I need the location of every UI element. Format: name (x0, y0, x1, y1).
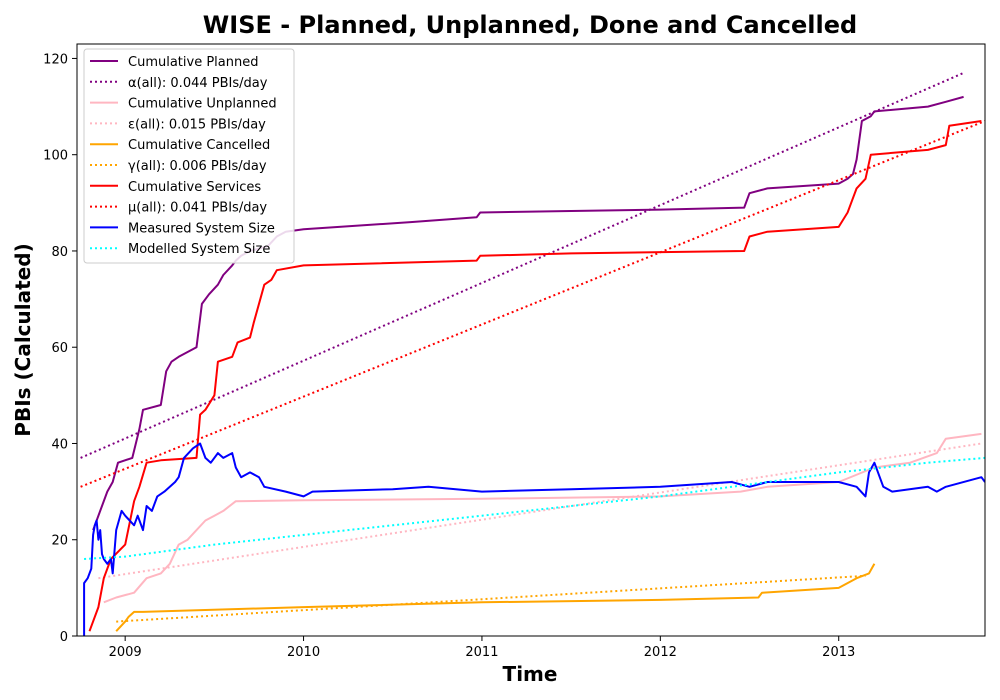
y-tick-label: 0 (60, 630, 68, 645)
legend: Cumulative Planned α(all): 0.044 PBIs/day… (83, 48, 295, 264)
legend-label: α(all): 0.044 PBIs/day (128, 76, 268, 91)
series-line-2 (103, 432, 982, 604)
series-line-1 (80, 71, 964, 459)
x-axis: 2009 2010 2011 2012 2013 (109, 636, 855, 660)
x-tick-label: 2013 (822, 645, 855, 660)
legend-label: Measured System Size (128, 221, 275, 236)
legend-label: Cumulative Cancelled (128, 138, 270, 153)
y-tick-label: 100 (43, 149, 68, 164)
series-line-8 (83, 442, 985, 636)
y-tick-label: 20 (51, 534, 68, 549)
y-tick-label: 120 (43, 52, 68, 67)
legend-label: Cumulative Services (128, 180, 261, 195)
plot-frame (76, 43, 986, 637)
legend-label: ε(all): 0.015 PBIs/day (128, 117, 266, 132)
x-axis-title: Time (503, 662, 558, 686)
y-tick-label: 60 (51, 341, 68, 356)
legend-label: Cumulative Unplanned (128, 97, 277, 112)
series-line-4 (115, 563, 876, 632)
x-tick-label: 2009 (109, 645, 142, 660)
legend-box (83, 48, 295, 264)
series-line-3 (98, 442, 982, 580)
chart-title: WISE - Planned, Unplanned, Done and Canc… (203, 11, 857, 39)
legend-label: Modelled System Size (128, 242, 270, 257)
series-line-5 (116, 574, 866, 623)
series-line-6 (88, 120, 982, 632)
series-line-9 (84, 456, 985, 560)
legend-label: μ(all): 0.041 PBIs/day (128, 201, 267, 216)
y-tick-label: 80 (51, 245, 68, 260)
legend-label: γ(all): 0.006 PBIs/day (128, 159, 267, 174)
x-tick-label: 2010 (287, 645, 320, 660)
plot-series (80, 71, 985, 636)
y-axis: 0 20 40 60 80 100 120 (43, 52, 77, 645)
y-axis-title: PBIs (Calculated) (11, 243, 35, 436)
legend-label: Cumulative Planned (128, 55, 258, 70)
y-tick-label: 40 (51, 437, 68, 452)
x-tick-label: 2012 (644, 645, 677, 660)
x-tick-label: 2011 (465, 645, 498, 660)
